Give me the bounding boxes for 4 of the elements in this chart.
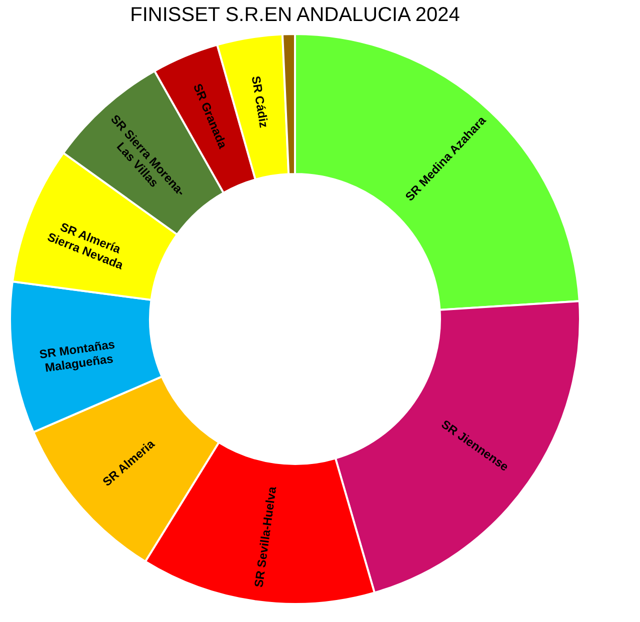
slice-label: SR Cádiz [248, 75, 271, 129]
slice-label: SR Montañas Malagueñas [38, 337, 116, 375]
chart-title: FINISSET S.R.EN ANDALUCIA 2024 [130, 4, 460, 26]
slice-label: SR Sevilla-Huelva [252, 486, 280, 588]
